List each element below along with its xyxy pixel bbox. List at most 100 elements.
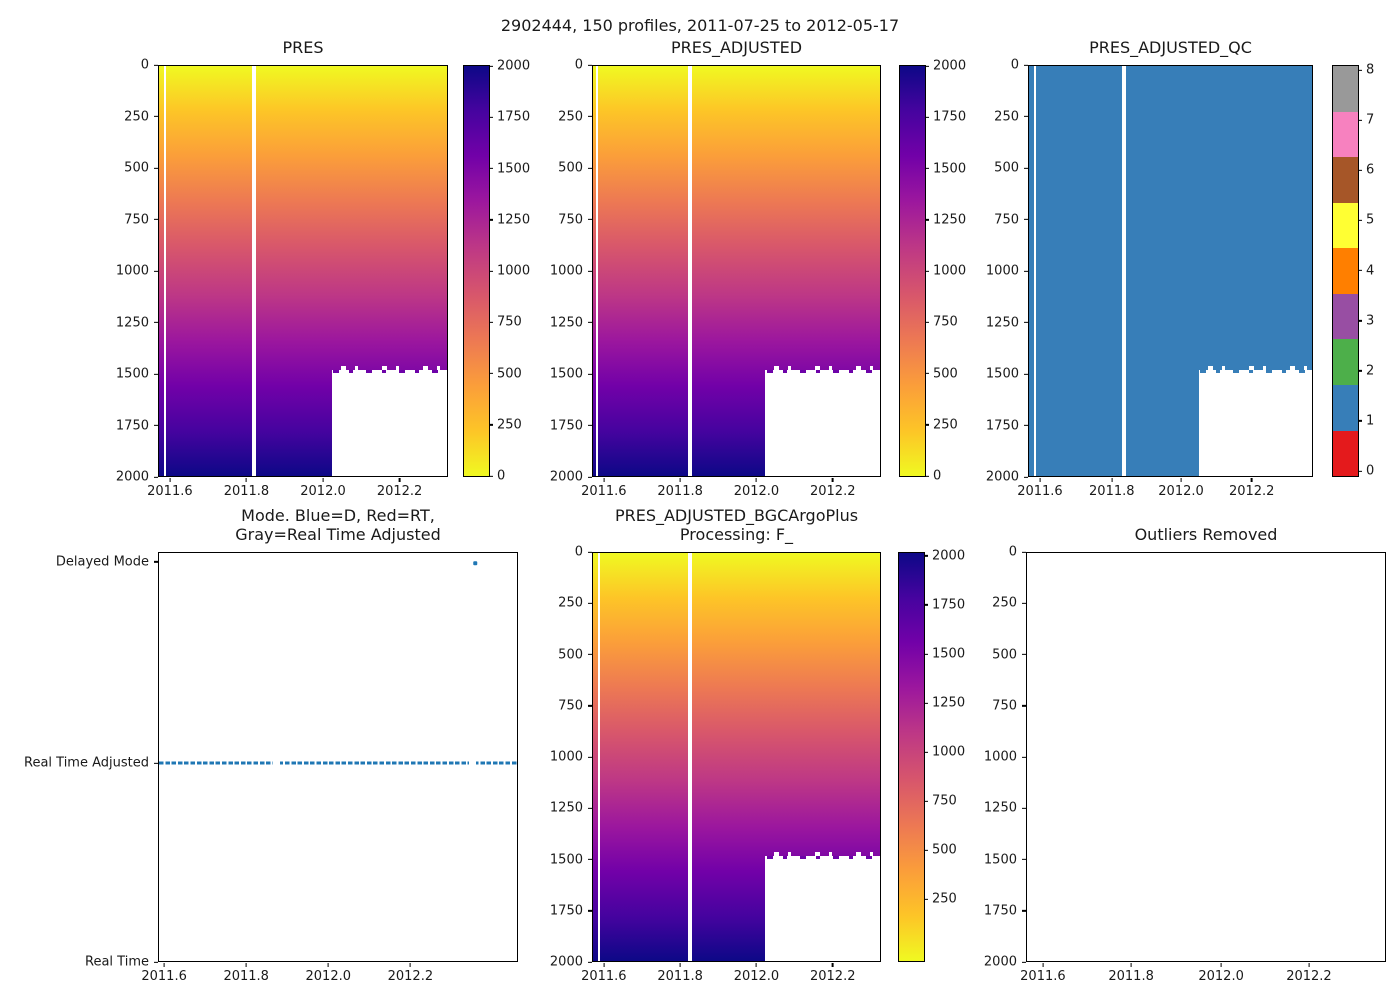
qc-depth-tick-label: 1250: [985, 315, 1019, 330]
qc-depth-tick-label: 750: [994, 212, 1019, 227]
bgc-depth-tick-label: 1000: [549, 749, 583, 765]
pres-adjusted-panel: PRES_ADJUSTED 0 250 500 750 1000 1250 1500 1750…: [550, 38, 881, 499]
qc-depth-tick-label: 500: [994, 160, 1019, 176]
pres-time-tick-label: 2011.6: [147, 484, 193, 499]
qc-time-tick-label: 2012.0: [1158, 484, 1204, 499]
qc-time-tick-label: 2011.6: [1017, 484, 1063, 499]
pres-adjusted-time-tick-label: 2012.2: [809, 484, 856, 499]
pres-depth-tick-label: 250: [124, 109, 149, 124]
pres-adjusted-colorbar-tick-label: 1750: [933, 109, 967, 125]
bgc-colorbar-tick-label: 250: [932, 891, 957, 907]
outliers-depth-tick-label: 750: [992, 698, 1017, 714]
outliers-time-tick-label: 2011.6: [1020, 969, 1066, 984]
pres-colorbar-tick-label: 1000: [497, 263, 531, 279]
pres-colorbar-tick-label: 2000: [497, 58, 531, 74]
pres-adjusted-depth-tick-label: 1000: [549, 263, 583, 279]
mode-rta-gap-1: [273, 760, 281, 766]
pres-plot-area: [158, 65, 448, 477]
pres-adjusted-colorbar-tick-label: 0: [933, 468, 942, 484]
qc-profile-gap-1: [1034, 66, 1037, 476]
qc-segment-6: [1333, 157, 1358, 203]
pres-adjusted-depth-tick-label: 500: [558, 160, 583, 176]
outliers-depth-tick-label: 500: [992, 647, 1017, 662]
pres-adjusted-colorbar: 2000 1750 1500 1250 1000 750 500 250 0: [899, 59, 966, 484]
pres-adjusted-depth-tick-label: 250: [558, 109, 583, 124]
qc-colorbar-tick-label: 5: [1366, 212, 1375, 228]
qc-colorbar: 8 7 6 5 4 3 2 1 0: [1332, 63, 1374, 479]
bgc-profile-gap-1: [598, 553, 601, 961]
outliers-depth-tick-label: 1500: [983, 852, 1017, 867]
pres-colorbar-tick-label: 1750: [497, 109, 531, 125]
outliers-time-tick-label: 2012.2: [1286, 969, 1332, 984]
outliers-depth-tick-label: 2000: [983, 954, 1017, 970]
pres-adjusted-depth-tick-label: 750: [558, 212, 583, 227]
bgc-colorbar-tick-label: 1750: [932, 597, 966, 613]
qc-colorbar-tick-label: 6: [1366, 162, 1375, 178]
bgc-colorbar-tick-label: 1000: [932, 744, 966, 760]
qc-panel: PRES_ADJUSTED_QC 0 250 500 750 1000 1250 1500 1…: [986, 38, 1313, 499]
bgc-time-tick-label: 2011.6: [581, 969, 627, 984]
figure-suptitle: 2902444, 150 profiles, 2011-07-25 to 201…: [500, 16, 900, 35]
mode-delayed-dot: [473, 561, 477, 565]
mode-title: Mode. Blue=D, Red=RT, Gray=Real Time Adj…: [235, 505, 441, 545]
pres-profile-gap-1: [164, 66, 167, 476]
pres-adjusted-colorbar-tick-label: 1500: [933, 161, 967, 176]
qc-segment-5: [1333, 202, 1358, 249]
pres-adjusted-colorbar-tick-label: 1250: [933, 212, 967, 228]
pres-adjusted-profile-gap-1: [596, 66, 599, 476]
outliers-depth-tick-label: 1250: [983, 800, 1017, 816]
qc-segment-2: [1333, 339, 1358, 385]
pres-adjusted-plot-area: [592, 65, 881, 477]
qc-colorbar-tick-label: 4: [1366, 263, 1375, 279]
qc-colorbar-tick-label: 0: [1366, 463, 1375, 479]
bgc-colorbar-tick-label: 500: [932, 842, 957, 858]
qc-segment-3: [1333, 293, 1358, 340]
bgc-depth-tick-label: 1500: [549, 852, 583, 867]
qc-segment-1: [1333, 384, 1358, 431]
bgc-depth-tick-label: 2000: [549, 954, 583, 970]
bgc-depth-tick-label: 500: [558, 647, 583, 662]
bgc-colorbar: 2000 1750 1500 1250 1000 750 500 250: [898, 548, 965, 962]
pres-adjusted-colorbar-tick-label: 750: [933, 314, 958, 330]
bgc-colorbar-tick-label: 750: [932, 793, 957, 809]
pres-adjusted-depth-tick-label: 1500: [549, 366, 583, 382]
bgc-missing-deep-region: [765, 855, 880, 961]
pres-depth-tick-label: 1750: [115, 418, 149, 433]
bgc-time-tick-label: 2012.0: [733, 969, 780, 984]
pres-colorbar: 2000 1750 1500 1250 1000 750 500 250 0: [463, 59, 530, 484]
pres-adjusted-time-tick-label: 2011.6: [581, 484, 627, 499]
qc-segment-0: [1333, 430, 1358, 477]
qc-jagged-edge-white: [1198, 366, 1312, 371]
pres-depth-tick-label: 0: [140, 57, 149, 73]
pres-colorbar-tick-label: 500: [497, 366, 522, 381]
mode-level-tick-label: Real Time: [85, 954, 149, 970]
bgc-time-tick-label: 2012.2: [809, 969, 856, 984]
pres-time-tick-label: 2012.0: [300, 484, 346, 499]
pres-depth-tick-label: 1000: [115, 263, 149, 279]
bgc-panel: PRES_ADJUSTED_BGCArgoPlus Processing: F_…: [550, 506, 881, 984]
pres-depth-tick-label: 750: [124, 212, 149, 227]
qc-time-tick-label: 2011.8: [1089, 484, 1135, 499]
qc-time-tick-label: 2012.2: [1228, 484, 1275, 499]
pres-title: PRES: [282, 38, 324, 58]
pres-adjusted-depth-tick-label: 0: [574, 57, 583, 73]
qc-plot-area: [1028, 65, 1313, 477]
bgc-colorbar-tick-label: 2000: [932, 548, 966, 564]
pres-panel: PRES 0 250 500 750 1000 1250 1500 1750 2000 2011…: [116, 38, 448, 499]
qc-segment-4: [1333, 248, 1358, 294]
bgc-depth-tick-label: 1750: [549, 903, 583, 919]
pres-depth-tick-label: 1250: [115, 315, 149, 330]
outliers-time-tick-label: 2012.0: [1198, 969, 1244, 984]
pres-adjusted-colorbar-tick-label: 250: [933, 417, 958, 433]
pres-depth-tick-label: 1500: [115, 366, 149, 382]
qc-title: PRES_ADJUSTED_QC: [1089, 38, 1252, 58]
pres-adjusted-colorbar-tick-label: 2000: [933, 58, 967, 74]
qc-jagged-edge-color: [1200, 370, 1312, 374]
qc-depth-tick-label: 1750: [985, 418, 1019, 433]
pres-adjusted-colorbar-gradient: [900, 66, 925, 476]
bgc-colorbar-tick-label: 1500: [932, 646, 966, 662]
qc-depth-tick-label: 1000: [985, 263, 1019, 279]
pres-adjusted-depth-tick-label: 1250: [549, 315, 583, 330]
mode-time-tick-label: 2011.8: [223, 969, 269, 984]
pres-missing-deep-region: [331, 370, 447, 476]
